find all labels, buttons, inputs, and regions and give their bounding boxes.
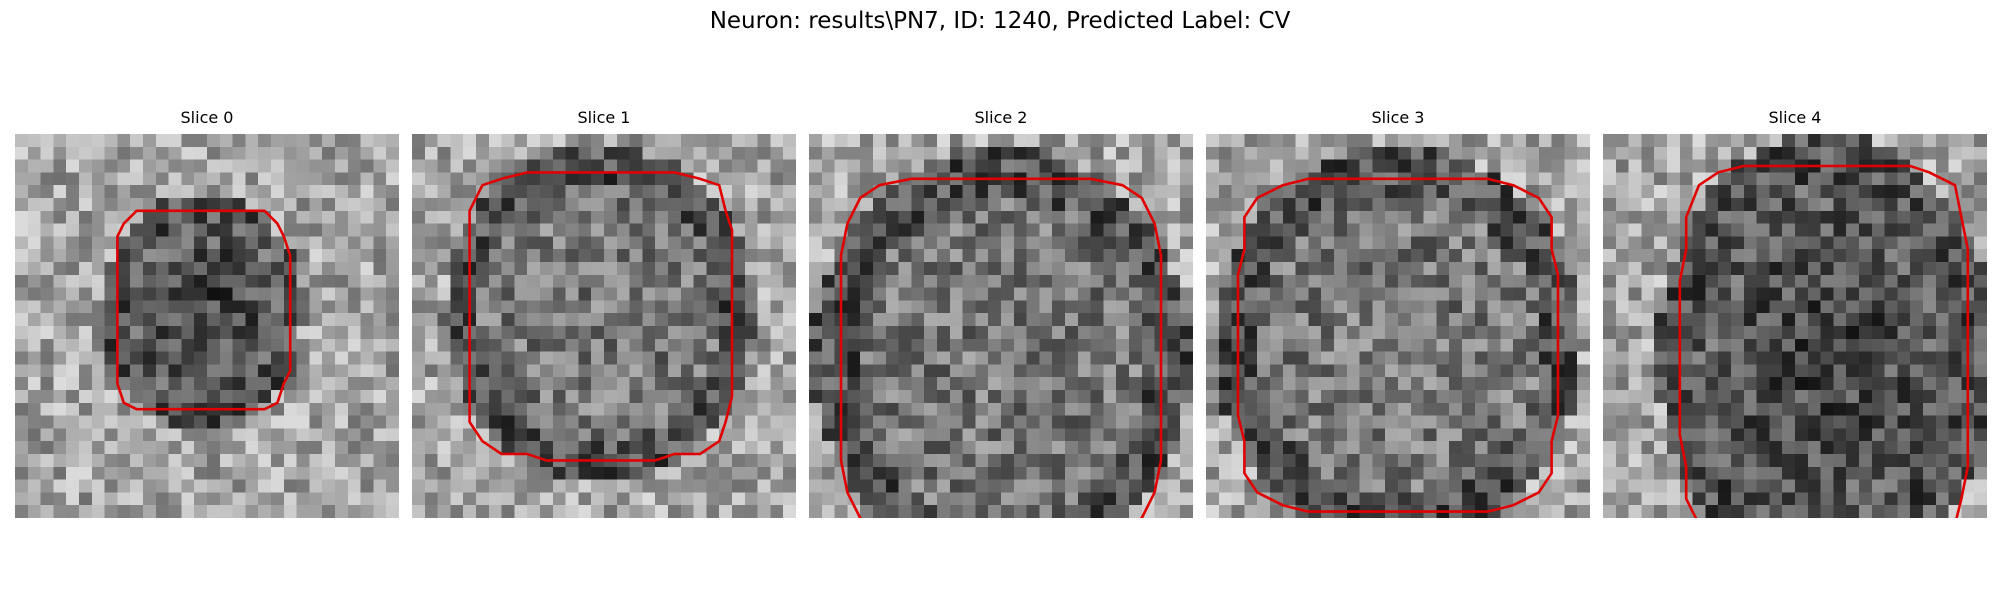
slice-contour-4 xyxy=(1678,164,1970,518)
figure-title: Neuron: results\PN7, ID: 1240, Predicted… xyxy=(709,8,1291,34)
contour-line xyxy=(116,209,292,411)
slice-title-4: Slice 4 xyxy=(1768,108,1822,127)
slice-image-3 xyxy=(1206,134,1590,518)
contour-line xyxy=(839,177,1163,518)
slice-contour-1 xyxy=(468,171,734,462)
slice-contour-0 xyxy=(116,209,292,411)
slice-contour-3 xyxy=(1236,177,1560,513)
slice-title-0: Slice 0 xyxy=(180,108,234,127)
contour-line xyxy=(1236,177,1560,513)
slice-panel-1: Slice 1 xyxy=(412,108,796,518)
slice-contour-2 xyxy=(839,177,1163,518)
slice-title-3: Slice 3 xyxy=(1371,108,1425,127)
contour-line xyxy=(1678,164,1970,518)
slice-image-0 xyxy=(15,134,399,518)
slice-title-2: Slice 2 xyxy=(974,108,1028,127)
contour-line xyxy=(468,171,734,462)
slice-panel-2: Slice 2 xyxy=(809,108,1193,518)
slice-panel-3: Slice 3 xyxy=(1206,108,1590,518)
slice-panel-4: Slice 4 xyxy=(1603,108,1987,518)
slice-image-2 xyxy=(809,134,1193,518)
slice-panel-0: Slice 0 xyxy=(15,108,399,518)
slice-image-4 xyxy=(1603,134,1987,518)
slice-title-1: Slice 1 xyxy=(577,108,631,127)
